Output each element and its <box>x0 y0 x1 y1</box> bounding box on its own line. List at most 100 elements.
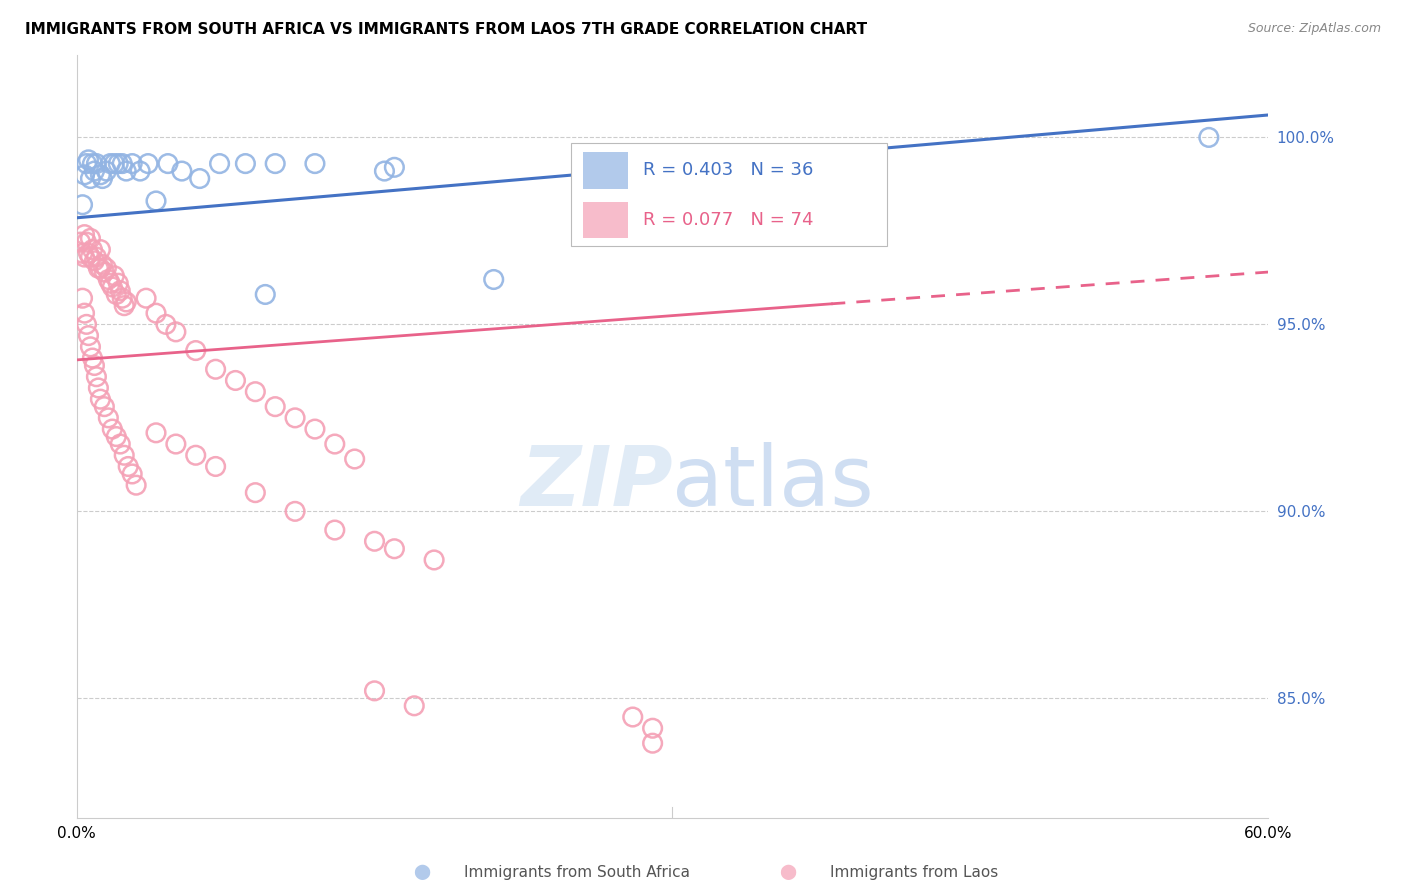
Point <box>87 381 110 395</box>
Point <box>165 437 187 451</box>
Point <box>89 243 111 257</box>
Text: Immigrants from South Africa: Immigrants from South Africa <box>464 865 690 880</box>
Point <box>170 164 193 178</box>
Text: IMMIGRANTS FROM SOUTH AFRICA VS IMMIGRANTS FROM LAOS 7TH GRADE CORRELATION CHART: IMMIGRANTS FROM SOUTH AFRICA VS IMMIGRAN… <box>25 22 868 37</box>
Point <box>125 478 148 492</box>
Point <box>82 156 104 170</box>
Point <box>145 194 167 208</box>
Text: Immigrants from Laos: Immigrants from Laos <box>830 865 998 880</box>
Point <box>641 721 664 735</box>
Point <box>112 448 135 462</box>
Point <box>69 235 91 249</box>
Point <box>82 351 104 365</box>
Text: ⬤: ⬤ <box>413 864 430 880</box>
Point <box>135 291 157 305</box>
Point <box>235 156 257 170</box>
Point <box>184 448 207 462</box>
Point <box>582 164 605 178</box>
Point <box>76 235 98 249</box>
Point <box>423 553 446 567</box>
Text: atlas: atlas <box>672 442 875 523</box>
Point <box>89 261 111 276</box>
Point <box>73 227 96 242</box>
Point <box>343 452 366 467</box>
Point <box>110 437 132 451</box>
Point <box>254 287 277 301</box>
Point <box>79 340 101 354</box>
Point <box>97 410 120 425</box>
Point <box>96 261 118 276</box>
Point <box>73 306 96 320</box>
Point <box>105 287 128 301</box>
Point <box>72 246 94 260</box>
Point <box>245 384 267 399</box>
Point <box>112 299 135 313</box>
Point <box>103 268 125 283</box>
Point <box>155 318 177 332</box>
Point <box>77 246 100 260</box>
Point <box>156 156 179 170</box>
Point <box>79 171 101 186</box>
Point <box>264 400 287 414</box>
Point <box>482 272 505 286</box>
Point <box>73 168 96 182</box>
Point <box>77 153 100 167</box>
Point <box>621 710 644 724</box>
Point <box>184 343 207 358</box>
Point <box>284 504 307 518</box>
Point <box>79 250 101 264</box>
Point <box>73 250 96 264</box>
Point <box>165 325 187 339</box>
Point <box>204 362 226 376</box>
Bar <box>583 152 628 188</box>
Point <box>103 156 125 170</box>
Point <box>76 318 98 332</box>
Point <box>363 534 385 549</box>
Point <box>384 541 406 556</box>
Point <box>145 306 167 320</box>
Point <box>641 736 664 750</box>
Point <box>97 272 120 286</box>
Point <box>89 168 111 182</box>
Point <box>111 156 134 170</box>
Point <box>121 467 143 481</box>
Point <box>284 410 307 425</box>
Point <box>83 359 105 373</box>
Point <box>117 459 139 474</box>
Point <box>101 422 124 436</box>
Point <box>129 164 152 178</box>
Point <box>91 258 114 272</box>
Point <box>136 156 159 170</box>
Point <box>641 164 664 178</box>
Point <box>83 164 105 178</box>
Point <box>101 280 124 294</box>
Point <box>83 253 105 268</box>
Bar <box>583 202 628 238</box>
Point <box>145 425 167 440</box>
Point <box>702 161 724 175</box>
Point <box>363 683 385 698</box>
Point <box>384 161 406 175</box>
Point <box>82 243 104 257</box>
Text: Source: ZipAtlas.com: Source: ZipAtlas.com <box>1247 22 1381 36</box>
Text: ZIP: ZIP <box>520 442 672 523</box>
Point <box>86 156 108 170</box>
Point <box>87 261 110 276</box>
Point <box>98 156 121 170</box>
Point <box>98 277 121 291</box>
Bar <box>571 143 887 246</box>
Point <box>91 171 114 186</box>
Point <box>115 164 138 178</box>
Point <box>86 369 108 384</box>
Point <box>188 171 211 186</box>
Point <box>111 291 134 305</box>
Point <box>264 156 287 170</box>
Point <box>110 284 132 298</box>
Point <box>77 328 100 343</box>
Text: R = 0.403   N = 36: R = 0.403 N = 36 <box>643 161 813 179</box>
Point <box>224 374 246 388</box>
Point <box>304 156 326 170</box>
Point <box>115 295 138 310</box>
Text: ⬤: ⬤ <box>779 864 796 880</box>
Point <box>121 156 143 170</box>
